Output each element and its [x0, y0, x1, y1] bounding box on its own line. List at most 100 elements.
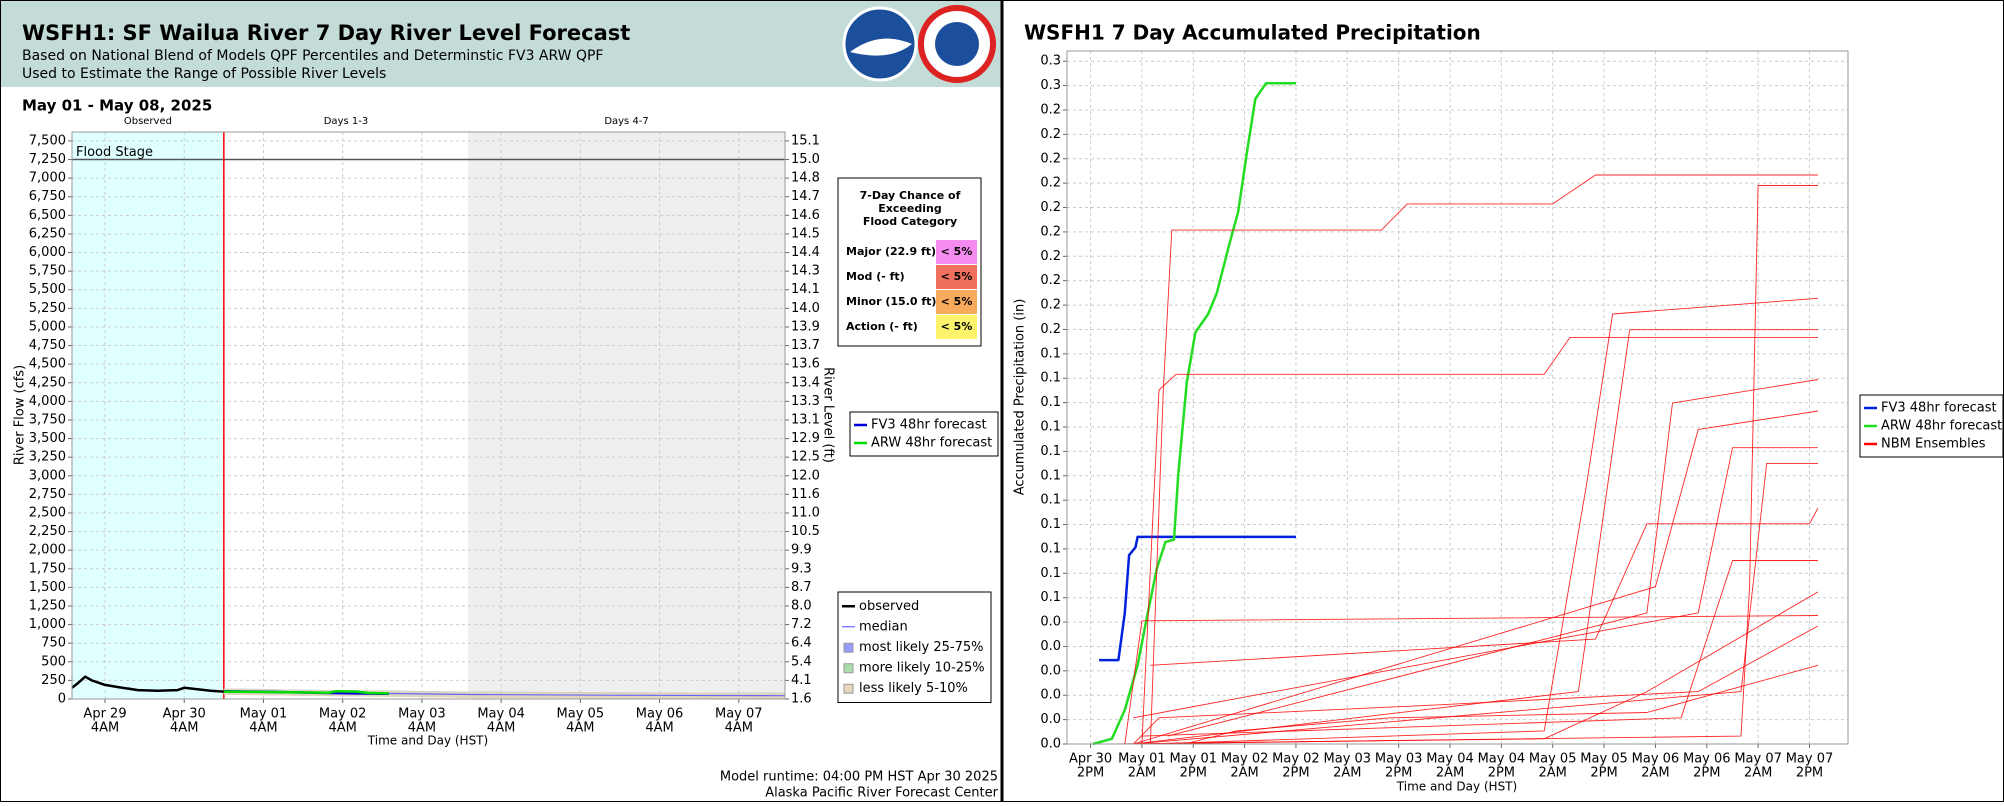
x-tick-label: May 04 [477, 707, 525, 722]
x-tick-label: 2AM [1744, 766, 1772, 781]
y-tick-label: 500 [41, 654, 66, 669]
x-tick-label: 2AM [1641, 766, 1669, 781]
flood-row-value: < 5% [941, 320, 973, 333]
x-tick-label: Apr 30 [1069, 752, 1112, 767]
y2-tick-label: 13.6 [791, 357, 820, 372]
y-tick-label: 4,250 [29, 375, 66, 390]
flood-row-cell [936, 240, 977, 264]
y-tick-label: 750 [41, 636, 66, 651]
flood-stage-label: Flood Stage [76, 145, 153, 160]
y-tick-label: 0.1 [1040, 493, 1061, 508]
flood-table-title: 7-Day Chance of [860, 189, 961, 202]
y-tick-label: 3,000 [29, 468, 66, 483]
x-tick-label: 4AM [328, 721, 356, 736]
y-tick-label: 0.0 [1040, 663, 1061, 678]
x-tick-label: May 07 [715, 707, 763, 722]
x-tick-label: May 07 [1734, 752, 1782, 767]
legend-label: observed [859, 599, 919, 614]
x-tick-label: 4AM [408, 721, 436, 736]
y-tick-label: 0.1 [1040, 517, 1061, 532]
y-tick-label: 7,500 [29, 133, 66, 148]
y2-tick-label: 5.4 [791, 654, 812, 669]
x-tick-label: May 06 [1632, 752, 1680, 767]
y-tick-label: 0.2 [1040, 176, 1061, 191]
y-tick-label: 0.0 [1040, 712, 1061, 727]
x-tick-label: 2PM [1488, 766, 1515, 781]
x-tick-label: 2PM [1180, 766, 1207, 781]
legend-swatch [843, 663, 854, 674]
ensemble-line [1116, 174, 1818, 745]
x-tick-label: 2AM [1436, 766, 1464, 781]
y-tick-label: 0.2 [1040, 151, 1061, 166]
x-tick-label: May 02 [319, 707, 367, 722]
y-tick-label: 6,500 [29, 208, 66, 223]
subtitle: Based on National Blend of Models QPF Pe… [22, 48, 603, 64]
legend-swatch [843, 642, 854, 653]
flood-row-label: Action (- ft) [846, 320, 918, 333]
ensemble-line [1133, 462, 1818, 745]
footer: Alaska Pacific River Forecast Center [765, 786, 998, 801]
y-tick-label: 0.1 [1040, 371, 1061, 386]
flood-row-cell [936, 290, 977, 314]
subtitle: Used to Estimate the Range of Possible R… [22, 66, 386, 82]
x-tick-label: 2PM [1282, 766, 1309, 781]
y-tick-label: 0.0 [1040, 615, 1061, 630]
x-tick-label: 4AM [566, 721, 594, 736]
legend-box [837, 591, 992, 703]
region-label: Days 1-3 [324, 116, 368, 127]
x-tick-label: May 05 [1529, 752, 1577, 767]
series-line [223, 689, 389, 695]
legend-label: most likely 25-75% [859, 640, 983, 655]
ensemble-line [1133, 410, 1819, 745]
y-tick-label: 3,500 [29, 431, 66, 446]
x-tick-label: May 03 [1324, 752, 1372, 767]
y-tick-label: 6,750 [29, 189, 66, 204]
legend-label: more likely 10-25% [859, 660, 985, 675]
y-tick-label: 1,750 [29, 561, 66, 576]
series-line [71, 675, 224, 693]
y-tick-label: 2,000 [29, 543, 66, 558]
legend-label: less likely 5-10% [859, 681, 968, 696]
y-tick-label: 5,500 [29, 282, 66, 297]
legend-box [849, 411, 999, 457]
y-tick-label: 0.0 [1040, 688, 1061, 703]
y-tick-label: 0.2 [1040, 127, 1061, 142]
y-tick-label: 0.1 [1040, 419, 1061, 434]
y-tick-label: 5,750 [29, 264, 66, 279]
y-tick-label: 6,000 [29, 245, 66, 260]
y2-tick-label: 13.3 [791, 394, 820, 409]
flood-table-title: Flood Category [863, 215, 957, 228]
y-tick-label: 3,250 [29, 450, 66, 465]
x-tick-label: 2PM [1693, 766, 1720, 781]
x-tick-label: May 03 [398, 707, 446, 722]
noaa-logo [842, 6, 918, 82]
legend-label: NBM Ensembles [1881, 437, 1986, 452]
x-tick-label: May 04 [1426, 752, 1474, 767]
legend-label: FV3 48hr forecast [871, 418, 987, 433]
x-tick-label: Apr 30 [163, 707, 206, 722]
right-title: WSFH1 7 Day Accumulated Precipitation [1024, 21, 1481, 45]
ensemble-line [1116, 591, 1819, 745]
x-tick-label: 2AM [1128, 766, 1156, 781]
flood-row-cell [936, 315, 977, 339]
x-tick-label: May 06 [1683, 752, 1731, 767]
x-tick-label: 4AM [725, 721, 753, 736]
y-tick-label: 0.1 [1040, 566, 1061, 581]
y-tick-label: 0.2 [1040, 200, 1061, 215]
x-tick-label: 4AM [645, 721, 673, 736]
x-tick-label: 4AM [170, 721, 198, 736]
y2-axis-label: River Level (ft) [821, 367, 836, 463]
y2-tick-label: 14.7 [791, 189, 820, 204]
plot-area [1067, 51, 1848, 744]
y2-tick-label: 8.7 [791, 580, 812, 595]
y-tick-label: 6,250 [29, 226, 66, 241]
y-tick-label: 5,250 [29, 301, 66, 316]
y2-tick-label: 9.9 [791, 543, 812, 558]
y2-tick-label: 13.7 [791, 338, 820, 353]
region [223, 132, 469, 699]
x-tick-label: 4AM [249, 721, 277, 736]
legend-label: ARW 48hr forecast [871, 436, 992, 451]
y-tick-label: 0.1 [1040, 395, 1061, 410]
x-tick-label: May 03 [1375, 752, 1423, 767]
